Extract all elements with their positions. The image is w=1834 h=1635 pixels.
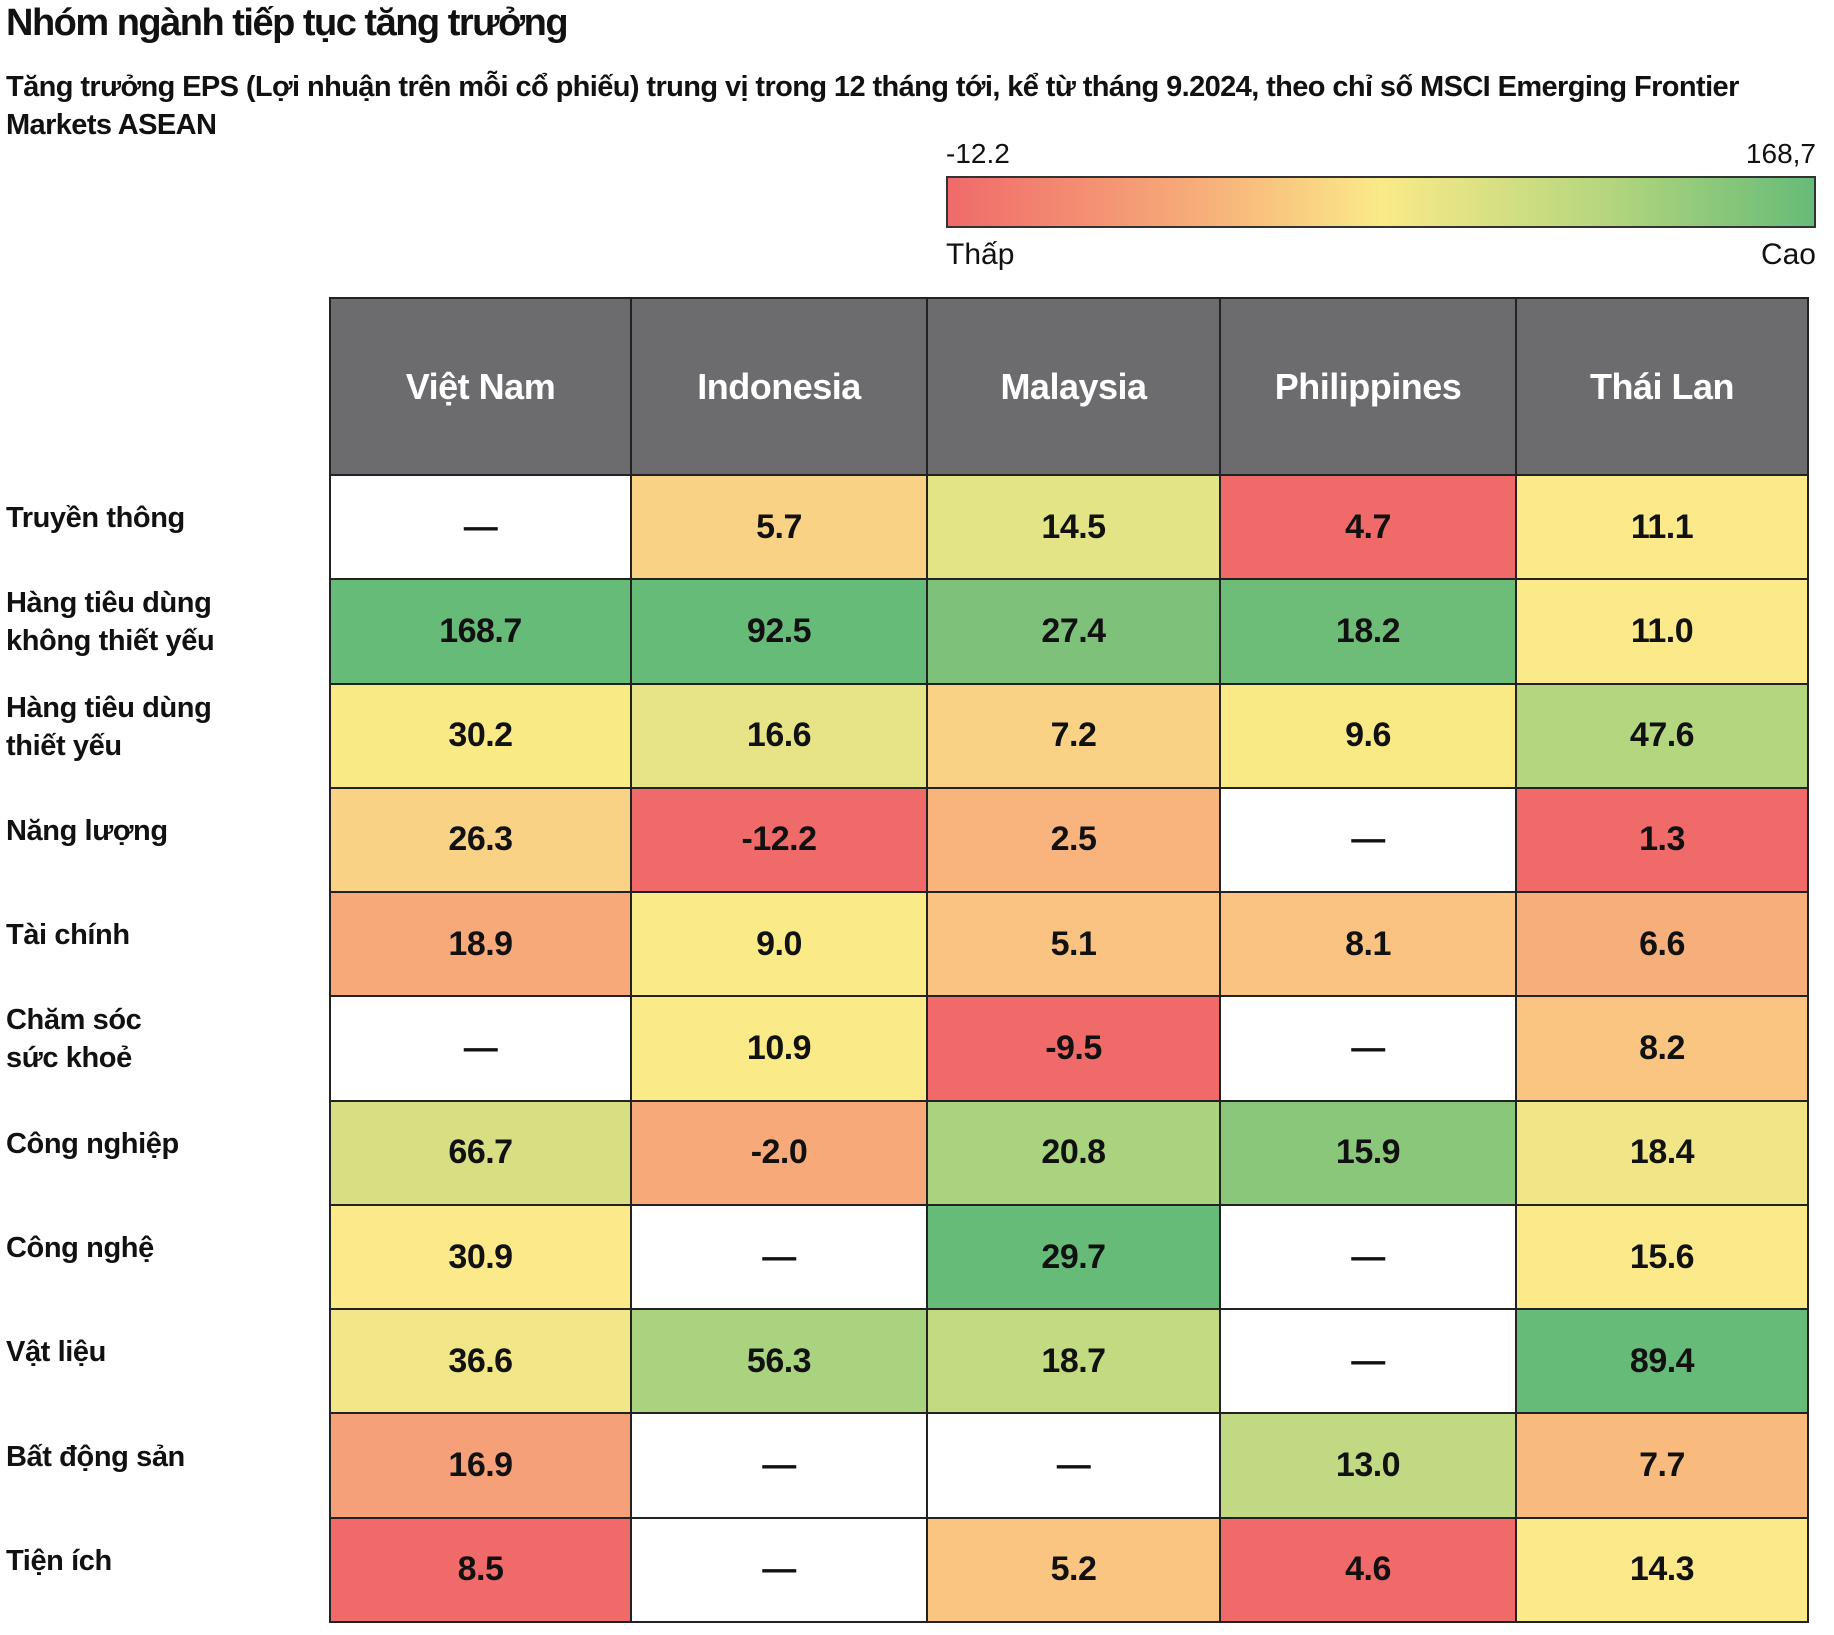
heatmap-cell: 16.9	[331, 1412, 630, 1517]
heatmap-cell: 1.3	[1515, 786, 1807, 892]
heatmap-cell: 7.2	[926, 682, 1219, 787]
chart-subtitle: Tăng trưởng EPS (Lợi nhuận trên mỗi cổ p…	[6, 71, 1739, 141]
heatmap-cell: —	[630, 1516, 926, 1621]
heatmap-cell: 92.5	[630, 578, 926, 683]
heatmap-cell: 10.9	[630, 995, 926, 1100]
heatmap-cell: 5.7	[630, 474, 926, 579]
row-label: Công nghiệp	[6, 1127, 179, 1160]
heatmap-cell: —	[1219, 1203, 1515, 1309]
heatmap-cell: 14.3	[1515, 1516, 1807, 1621]
column-header: Việt Nam	[331, 299, 630, 474]
heatmap-cell: —	[1219, 995, 1515, 1100]
heatmap-cell: 18.7	[926, 1308, 1219, 1413]
legend-min-value: -12.2	[946, 138, 1010, 169]
heatmap-cell: 168.7	[331, 578, 630, 683]
row-label: Truyền thông	[6, 502, 185, 535]
heatmap-cell: 89.4	[1515, 1308, 1807, 1413]
column-header: Philippines	[1219, 299, 1515, 474]
heatmap-cell: 4.6	[1219, 1516, 1515, 1621]
heatmap-cell: —	[926, 1412, 1219, 1517]
row-label: Năng lượng	[6, 814, 168, 847]
row-label: Bất động sản	[6, 1440, 185, 1473]
heatmap-cell: 8.1	[1219, 891, 1515, 996]
heatmap-cell: 18.2	[1219, 578, 1515, 683]
heatmap-cell: 66.7	[331, 1099, 630, 1204]
heatmap-table: Việt Nam Indonesia Malaysia Philippines Thái…	[329, 297, 1809, 1623]
heatmap-cell: —	[630, 1203, 926, 1309]
heatmap-cell: 18.4	[1515, 1099, 1807, 1204]
heatmap-cell: —	[331, 474, 630, 579]
heatmap-cell: 15.6	[1515, 1203, 1807, 1309]
heatmap-cell: 26.3	[331, 786, 630, 892]
heatmap-cell: 11.0	[1515, 578, 1807, 683]
heatmap-cell: 6.6	[1515, 891, 1807, 996]
heatmap-cell: 7.7	[1515, 1412, 1807, 1517]
heatmap-cell: -9.5	[926, 995, 1219, 1100]
heatmap-cell: —	[1219, 786, 1515, 892]
heatmap-cell: 5.2	[926, 1516, 1219, 1621]
legend-color-scale	[946, 176, 1816, 228]
column-header: Thái Lan	[1515, 299, 1807, 474]
row-label: Công nghệ	[6, 1232, 154, 1265]
heatmap-cell: -12.2	[630, 786, 926, 892]
row-label: Hàng tiêu dùng thiết yếu	[6, 691, 212, 762]
column-header: Malaysia	[926, 299, 1219, 474]
heatmap-cell: 56.3	[630, 1308, 926, 1413]
heatmap-cell: 29.7	[926, 1203, 1219, 1309]
column-header: Indonesia	[630, 299, 926, 474]
chart-title: Nhóm ngành tiếp tục tăng trưởng	[6, 2, 569, 44]
legend-max-value: 168,7	[1745, 138, 1816, 169]
heatmap-cell: 5.1	[926, 891, 1219, 996]
heatmap-cell: 13.0	[1219, 1412, 1515, 1517]
heatmap-cell: 2.5	[926, 786, 1219, 892]
heatmap-cell: 16.6	[630, 682, 926, 787]
heatmap-cell: 8.2	[1515, 995, 1807, 1100]
heatmap-cell: 20.8	[926, 1099, 1219, 1204]
row-label: Chăm sóc sức khoẻ	[6, 1004, 142, 1075]
row-label: Vật liệu	[6, 1336, 106, 1369]
heatmap-cell: 30.9	[331, 1203, 630, 1309]
heatmap-cell: 30.2	[331, 682, 630, 787]
row-label: Tiện ích	[6, 1544, 112, 1577]
legend-high-label: Cao	[1760, 238, 1816, 271]
heatmap-cell: 9.0	[630, 891, 926, 996]
heatmap-cell: 8.5	[331, 1516, 630, 1621]
heatmap-cell: —	[630, 1412, 926, 1517]
heatmap-cell: —	[331, 995, 630, 1100]
heatmap-cell: 11.1	[1515, 474, 1807, 579]
legend-low-label: Thấp	[946, 238, 1015, 271]
heatmap-cell: 15.9	[1219, 1099, 1515, 1204]
heatmap-cell: 14.5	[926, 474, 1219, 579]
heatmap-cell: 47.6	[1515, 682, 1807, 787]
heatmap-cell: 9.6	[1219, 682, 1515, 787]
heatmap-cell: 4.7	[1219, 474, 1515, 579]
row-label: Tài chính	[6, 919, 130, 952]
heatmap-cell: —	[1219, 1308, 1515, 1413]
heatmap-cell: -2.0	[630, 1099, 926, 1204]
heatmap-cell: 36.6	[331, 1308, 630, 1413]
heatmap-cell: 27.4	[926, 578, 1219, 683]
row-label: Hàng tiêu dùng không thiết yếu	[6, 587, 215, 658]
heatmap-cell: 18.9	[331, 891, 630, 996]
